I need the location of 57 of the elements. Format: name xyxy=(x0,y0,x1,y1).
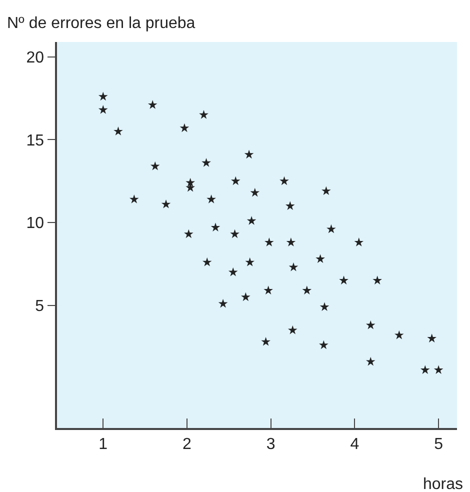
point xyxy=(244,150,254,159)
x-tick-label: 5 xyxy=(434,436,444,453)
point xyxy=(98,92,108,101)
x-tick-label: 4 xyxy=(350,436,360,453)
point xyxy=(302,286,312,294)
y-tick-label: 5 xyxy=(35,298,44,316)
point xyxy=(202,158,211,167)
point xyxy=(98,105,108,114)
y-tick-label: 10 xyxy=(26,215,44,232)
point xyxy=(250,188,260,197)
x-tick-label: 2 xyxy=(182,436,192,453)
point xyxy=(320,302,330,312)
point xyxy=(319,340,328,350)
point xyxy=(354,238,364,246)
point xyxy=(218,298,228,308)
point xyxy=(427,334,436,342)
point xyxy=(285,201,295,210)
point xyxy=(372,276,382,285)
point xyxy=(202,257,212,266)
point xyxy=(228,267,238,276)
point xyxy=(129,194,139,204)
point xyxy=(264,286,273,294)
point xyxy=(322,186,331,196)
point xyxy=(434,365,444,374)
point xyxy=(280,176,289,186)
point xyxy=(288,262,298,272)
point xyxy=(150,161,160,170)
point xyxy=(316,254,325,263)
point xyxy=(180,123,190,132)
point xyxy=(366,356,376,366)
point xyxy=(366,320,376,330)
y-tick-label: 15 xyxy=(26,132,44,150)
x-axis-title: horas xyxy=(423,476,464,492)
point xyxy=(114,126,123,136)
point xyxy=(241,292,250,302)
point xyxy=(206,194,216,204)
point xyxy=(161,199,171,208)
point xyxy=(261,336,270,346)
y-axis-title: Nº de errores en la prueba xyxy=(7,15,196,32)
point xyxy=(230,229,240,238)
point xyxy=(184,229,194,238)
point xyxy=(230,176,240,186)
point xyxy=(394,330,404,340)
point xyxy=(148,100,158,109)
x-tick-label: 1 xyxy=(98,436,108,453)
y-tick-label: 20 xyxy=(26,50,44,67)
point xyxy=(246,216,256,225)
point xyxy=(288,325,298,334)
point xyxy=(245,257,255,266)
point xyxy=(199,110,208,119)
point xyxy=(420,365,430,374)
point xyxy=(326,224,336,234)
point xyxy=(210,222,220,232)
x-tick-label: 3 xyxy=(266,436,276,453)
point xyxy=(286,238,296,246)
point xyxy=(339,276,348,285)
point xyxy=(264,238,274,246)
